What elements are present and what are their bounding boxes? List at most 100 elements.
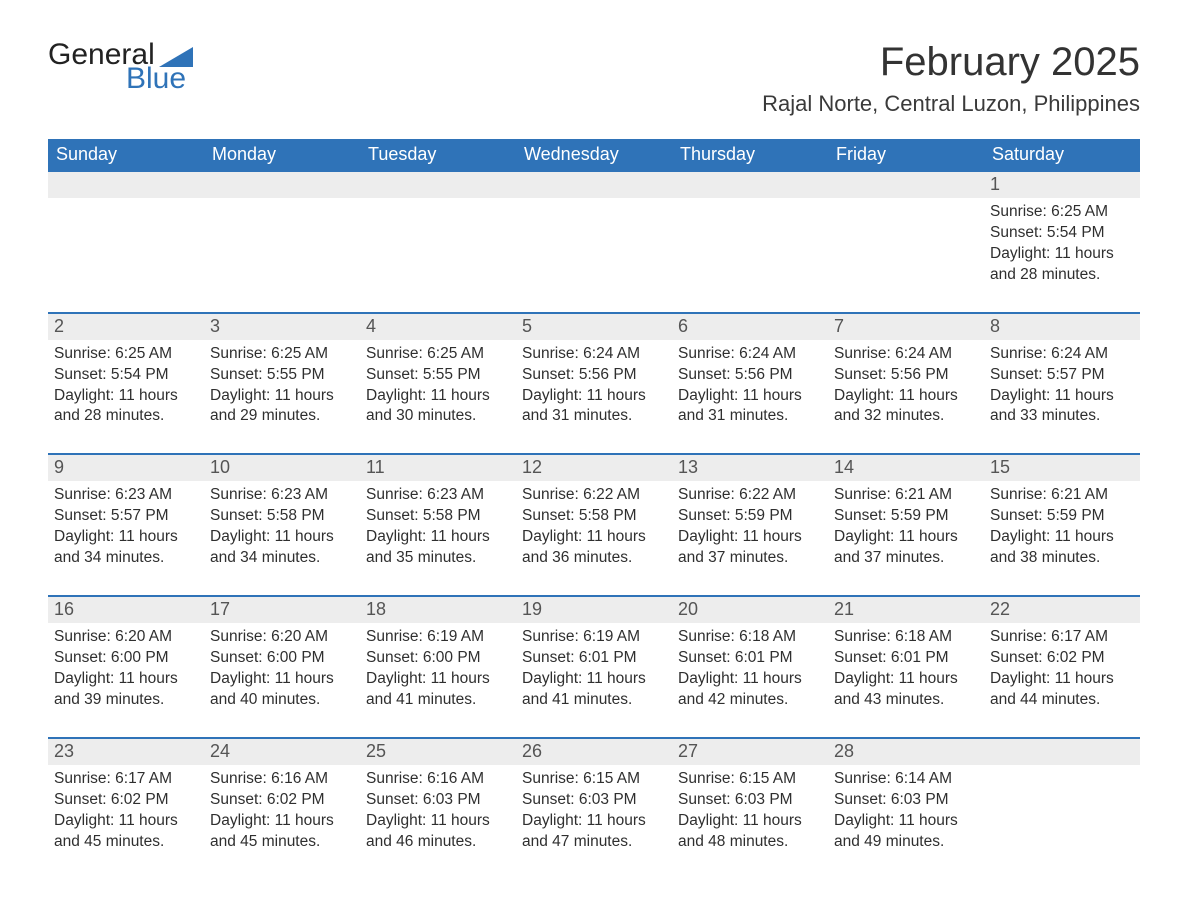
day-cell: Sunrise: 6:23 AMSunset: 5:57 PMDaylight:… <box>48 481 204 569</box>
daylight-line-1: Daylight: 11 hours <box>990 244 1134 265</box>
week-row: 16171819202122Sunrise: 6:20 AMSunset: 6:… <box>48 595 1140 711</box>
sunset-line: Sunset: 6:02 PM <box>990 648 1134 669</box>
sunset-line: Sunset: 5:56 PM <box>522 365 666 386</box>
weekday-header-row: Sunday Monday Tuesday Wednesday Thursday… <box>48 139 1140 170</box>
day-number: 21 <box>828 597 984 623</box>
day-number: 26 <box>516 739 672 765</box>
day-number <box>828 172 984 198</box>
day-number: 18 <box>360 597 516 623</box>
day-number: 11 <box>360 455 516 481</box>
daylight-line-1: Daylight: 11 hours <box>366 811 510 832</box>
day-cell: Sunrise: 6:14 AMSunset: 6:03 PMDaylight:… <box>828 765 984 853</box>
daylight-line-2: and 45 minutes. <box>210 832 354 853</box>
daylight-line-2: and 34 minutes. <box>54 548 198 569</box>
weekday-header: Monday <box>204 139 360 170</box>
sunset-line: Sunset: 5:56 PM <box>678 365 822 386</box>
sunrise-line: Sunrise: 6:25 AM <box>54 344 198 365</box>
daylight-line-1: Daylight: 11 hours <box>990 669 1134 690</box>
sunset-line: Sunset: 5:59 PM <box>834 506 978 527</box>
day-number: 19 <box>516 597 672 623</box>
day-cell <box>360 198 516 286</box>
calendar: Sunday Monday Tuesday Wednesday Thursday… <box>48 139 1140 852</box>
day-number: 25 <box>360 739 516 765</box>
daylight-line-1: Daylight: 11 hours <box>678 811 822 832</box>
daylight-line-1: Daylight: 11 hours <box>834 527 978 548</box>
daylight-line-1: Daylight: 11 hours <box>54 811 198 832</box>
day-number: 15 <box>984 455 1140 481</box>
day-number: 24 <box>204 739 360 765</box>
daylight-line-2: and 40 minutes. <box>210 690 354 711</box>
daylight-line-2: and 47 minutes. <box>522 832 666 853</box>
day-number: 6 <box>672 314 828 340</box>
sunrise-line: Sunrise: 6:15 AM <box>522 769 666 790</box>
day-cell: Sunrise: 6:25 AMSunset: 5:55 PMDaylight:… <box>204 340 360 428</box>
daynum-row: 16171819202122 <box>48 597 1140 623</box>
day-cell <box>828 198 984 286</box>
sunset-line: Sunset: 5:59 PM <box>678 506 822 527</box>
daylight-line-2: and 31 minutes. <box>678 406 822 427</box>
day-cell: Sunrise: 6:15 AMSunset: 6:03 PMDaylight:… <box>516 765 672 853</box>
sunrise-line: Sunrise: 6:24 AM <box>678 344 822 365</box>
day-number: 14 <box>828 455 984 481</box>
day-cell <box>672 198 828 286</box>
day-number: 16 <box>48 597 204 623</box>
sunset-line: Sunset: 5:54 PM <box>54 365 198 386</box>
page-header: General Blue February 2025 Rajal Norte, … <box>48 40 1140 131</box>
daylight-line-2: and 38 minutes. <box>990 548 1134 569</box>
sunset-line: Sunset: 5:58 PM <box>366 506 510 527</box>
daylight-line-1: Daylight: 11 hours <box>834 811 978 832</box>
weekday-header: Tuesday <box>360 139 516 170</box>
day-cell: Sunrise: 6:22 AMSunset: 5:59 PMDaylight:… <box>672 481 828 569</box>
sunset-line: Sunset: 5:58 PM <box>522 506 666 527</box>
daylight-line-2: and 48 minutes. <box>678 832 822 853</box>
sunrise-line: Sunrise: 6:23 AM <box>210 485 354 506</box>
week-row: 9101112131415Sunrise: 6:23 AMSunset: 5:5… <box>48 453 1140 569</box>
weekday-header: Thursday <box>672 139 828 170</box>
sunrise-line: Sunrise: 6:25 AM <box>990 202 1134 223</box>
daynum-row: 232425262728 <box>48 739 1140 765</box>
sunrise-line: Sunrise: 6:24 AM <box>522 344 666 365</box>
daylight-line-1: Daylight: 11 hours <box>678 386 822 407</box>
daynum-row: 9101112131415 <box>48 455 1140 481</box>
sunrise-line: Sunrise: 6:19 AM <box>366 627 510 648</box>
weekday-header: Wednesday <box>516 139 672 170</box>
day-number <box>204 172 360 198</box>
sunrise-line: Sunrise: 6:21 AM <box>834 485 978 506</box>
daylight-line-2: and 41 minutes. <box>366 690 510 711</box>
day-cell: Sunrise: 6:23 AMSunset: 5:58 PMDaylight:… <box>204 481 360 569</box>
day-number <box>516 172 672 198</box>
day-cell: Sunrise: 6:21 AMSunset: 5:59 PMDaylight:… <box>984 481 1140 569</box>
day-number: 4 <box>360 314 516 340</box>
sunset-line: Sunset: 6:03 PM <box>834 790 978 811</box>
sunset-line: Sunset: 6:03 PM <box>678 790 822 811</box>
day-number: 7 <box>828 314 984 340</box>
location-subtitle: Rajal Norte, Central Luzon, Philippines <box>762 91 1140 117</box>
day-cell: Sunrise: 6:25 AMSunset: 5:54 PMDaylight:… <box>984 198 1140 286</box>
daylight-line-2: and 29 minutes. <box>210 406 354 427</box>
sunrise-line: Sunrise: 6:15 AM <box>678 769 822 790</box>
day-number <box>672 172 828 198</box>
daylight-line-2: and 41 minutes. <box>522 690 666 711</box>
daylight-line-1: Daylight: 11 hours <box>522 669 666 690</box>
week-row: 232425262728Sunrise: 6:17 AMSunset: 6:02… <box>48 737 1140 853</box>
sunrise-line: Sunrise: 6:16 AM <box>366 769 510 790</box>
day-number: 12 <box>516 455 672 481</box>
sunset-line: Sunset: 6:01 PM <box>678 648 822 669</box>
daylight-line-2: and 28 minutes. <box>990 265 1134 286</box>
day-number: 10 <box>204 455 360 481</box>
day-cell: Sunrise: 6:20 AMSunset: 6:00 PMDaylight:… <box>204 623 360 711</box>
sunrise-line: Sunrise: 6:19 AM <box>522 627 666 648</box>
sunset-line: Sunset: 6:02 PM <box>54 790 198 811</box>
daylight-line-2: and 37 minutes. <box>834 548 978 569</box>
day-number <box>984 739 1140 765</box>
daylight-line-1: Daylight: 11 hours <box>522 386 666 407</box>
sunset-line: Sunset: 5:59 PM <box>990 506 1134 527</box>
sunrise-line: Sunrise: 6:24 AM <box>990 344 1134 365</box>
day-cell: Sunrise: 6:24 AMSunset: 5:57 PMDaylight:… <box>984 340 1140 428</box>
daylight-line-1: Daylight: 11 hours <box>834 669 978 690</box>
day-number: 13 <box>672 455 828 481</box>
sunset-line: Sunset: 6:00 PM <box>210 648 354 669</box>
sunset-line: Sunset: 5:57 PM <box>54 506 198 527</box>
day-cell: Sunrise: 6:16 AMSunset: 6:03 PMDaylight:… <box>360 765 516 853</box>
day-cell: Sunrise: 6:20 AMSunset: 6:00 PMDaylight:… <box>48 623 204 711</box>
